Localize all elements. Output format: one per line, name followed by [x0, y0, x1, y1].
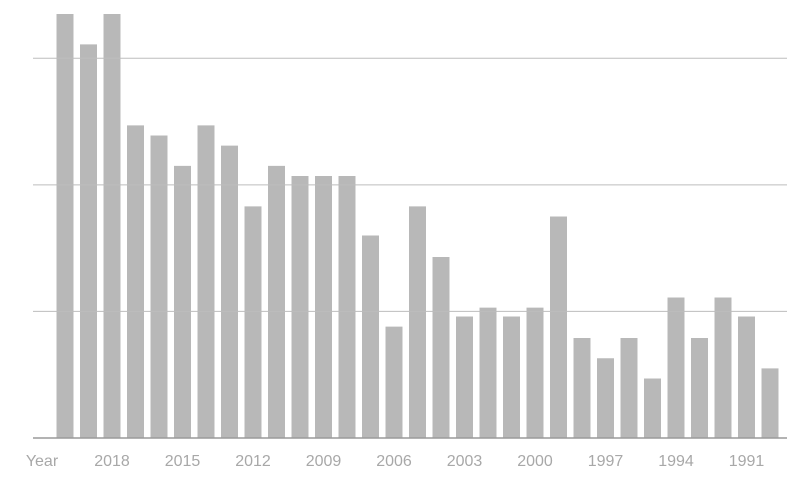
bar — [385, 326, 403, 438]
bar — [573, 338, 591, 438]
x-tick-label: 2018 — [94, 453, 130, 470]
bar — [714, 297, 732, 438]
bar — [667, 297, 685, 438]
bar — [221, 145, 238, 438]
x-tick-label: 1997 — [588, 453, 624, 470]
bar — [738, 316, 755, 438]
bar — [362, 235, 379, 438]
x-tick-label: 1994 — [658, 453, 694, 470]
bar — [620, 338, 638, 438]
x-tick-label: 2015 — [165, 453, 201, 470]
x-tick-label: 2012 — [235, 453, 271, 470]
bar — [409, 206, 426, 438]
bar — [503, 316, 520, 438]
bar — [338, 176, 356, 438]
bar — [197, 125, 215, 439]
bar — [244, 206, 262, 438]
x-tick-label: 2000 — [517, 453, 553, 470]
x-tick-label: 2003 — [447, 453, 483, 470]
bar — [150, 135, 168, 439]
bar — [644, 378, 661, 438]
bar — [456, 316, 473, 438]
x-axis-label: Year — [26, 453, 59, 470]
bar — [56, 14, 74, 438]
bar — [432, 257, 450, 438]
bar — [103, 14, 121, 438]
bar — [479, 307, 497, 438]
bar — [597, 358, 614, 438]
bar — [761, 368, 779, 438]
x-tick-label: 2009 — [306, 453, 342, 470]
x-tick-label: 1991 — [729, 453, 765, 470]
bar — [174, 165, 191, 438]
bar — [80, 44, 97, 438]
bar — [268, 165, 285, 438]
bar — [691, 338, 708, 438]
bar — [550, 216, 567, 438]
bar — [526, 307, 544, 438]
bar — [127, 125, 144, 439]
x-tick-label: 2006 — [376, 453, 412, 470]
bar — [315, 176, 332, 438]
bar — [291, 176, 309, 438]
